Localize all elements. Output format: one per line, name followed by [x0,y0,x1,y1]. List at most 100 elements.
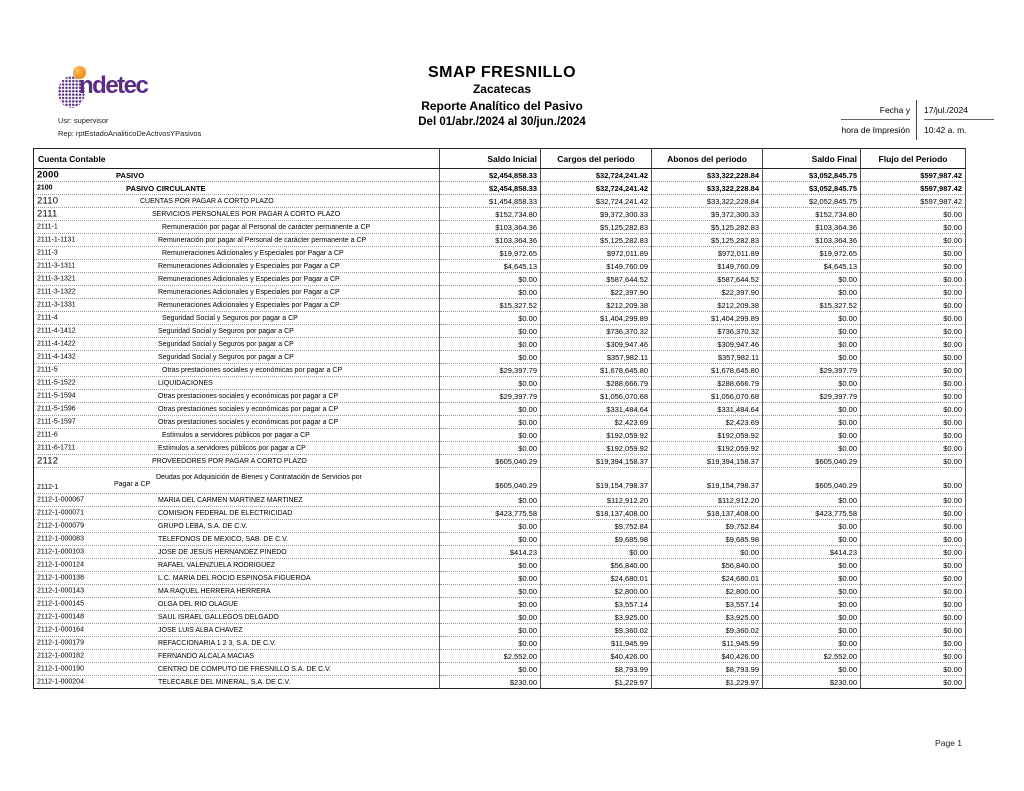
cell-account: 2111-3-1331 Remuneraciones Adicionales y … [33,298,440,312]
cell-value: $152,734.80 [762,207,861,221]
table-row: 2111-3-1311 Remuneraciones Adicionales y … [33,259,966,273]
logo-dotted-i-icon [58,76,85,108]
account-code: 2000 [37,169,59,181]
cell-value: $103,364.36 [762,220,861,234]
cell-value: $18,137,408.00 [651,506,763,520]
cell-value: $3,052,845.75 [762,168,861,182]
cell-account: 2112-1-000190 CENTRO DE COMPUTO DE FRESNI… [33,662,440,676]
account-code: 2111-5-1522 [37,379,76,387]
cell-value: $2,552.00 [439,649,541,663]
table-row: 2111-3-1331 Remuneraciones Adicionales y … [33,298,966,312]
cell-value: $0.00 [762,311,861,325]
cell-value: $103,364.36 [762,233,861,247]
account-code: 2111-4-1432 [37,353,76,361]
table-row: 2112-1-000179 REFACCIONARIA 1 2 3, S.A. D… [33,636,966,650]
table-row: 2111-1 Remuneración por pagar al Personal… [33,220,966,234]
cell-value: $0.00 [762,610,861,624]
cell-value: $357,982.11 [651,350,763,364]
account-code: 2111-4 [37,314,58,322]
account-name: RAFAEL VALENZUELA RODRIGUEZ [158,561,276,569]
account-name: CENTRO DE COMPUTO DE FRESNILLO S.A. DE C… [158,665,332,673]
cell-value: $9,752.84 [540,519,652,533]
cell-value: $736,370.32 [651,324,763,338]
print-info-labels: Fecha y hora de Impresión [841,100,916,140]
cell-value: $5,125,282.83 [540,233,652,247]
account-code: 2111-3-1311 [37,262,76,270]
cell-account: 2111-1-1131 Remuneración por pagar al Per… [33,233,440,247]
account-code: 2111-3-1321 [37,275,76,283]
print-date-label: Fecha y [841,100,910,120]
cell-value: $0.00 [860,298,966,312]
cell-account: 2110 CUENTAS POR PAGAR A CORTO PLAZO [33,194,440,208]
cell-value: $587,644.52 [540,272,652,286]
cell-value: $0.00 [439,597,541,611]
cell-value: $0.00 [439,662,541,676]
account-name: Seguridad Social y Seguros por pagar a C… [158,340,294,348]
cell-value: $331,484.64 [540,402,652,416]
cell-value: $192,059.92 [651,428,763,442]
cell-value: $1,454,858.33 [439,194,541,208]
cell-value: $0.00 [860,636,966,650]
account-code: 2112-1-000079 [37,522,84,530]
cell-value: $0.00 [439,402,541,416]
cell-value: $0.00 [860,376,966,390]
account-name: COMISION FEDERAL DE ELECTRICIDAD [158,509,293,517]
col-saldo-inicial: Saldo Inicial [439,148,541,169]
cell-value: $112,912.20 [651,493,763,507]
cell-value: $112,912.20 [540,493,652,507]
account-code: 2112-1-000138 [37,574,84,582]
cell-account: 2112-1-000103 JOSE DE JESUS HERNANDEZ PIN… [33,545,440,559]
cell-value: $0.00 [860,441,966,455]
account-name: JOSE DE JESUS HERNANDEZ PINEDO [158,548,287,556]
cell-value: $0.00 [860,363,966,377]
table-row: 2112-1-000138 L.C. MARIA DEL ROCIO ESPINO… [33,571,966,585]
cell-value: $11,945.99 [540,636,652,650]
cell-value: $0.00 [439,558,541,572]
cell-account: 2111-5-1597 Otras prestaciones sociales y… [33,415,440,429]
cell-value: $9,685.98 [651,532,763,546]
cell-value: $0.00 [439,532,541,546]
table-row: 2111-6 Estímulos a servidores públicos po… [33,428,966,442]
cell-account: 2112-1-000204 TELECABLE DEL MINERAL, S.A.… [33,675,440,689]
account-code: 2112 [37,455,59,467]
account-name: Remuneraciones Adicionales y Especiales … [158,288,340,296]
table-row: 2111-3-1321 Remuneraciones Adicionales y … [33,272,966,286]
report-id-line: Rep: rptEstadoAnaliticoDeActivosYPasivos [58,129,202,138]
account-code: 2111-4-1422 [37,340,76,348]
cell-value: $3,557.14 [540,597,652,611]
print-info: Fecha y hora de Impresión 17/jul./2024 1… [841,100,994,140]
cell-value: $309,947.46 [651,337,763,351]
table-row: 2111 SERVICIOS PERSONALES POR PAGAR A COR… [33,207,966,221]
table-row: 2112 PROVEEDORES POR PAGAR A CORTO PLAZO $… [33,454,966,468]
report-meta: Usr: supervisor Rep: rptEstadoAnaliticoD… [58,114,201,140]
col-flujo-periodo: Flujo del Periodo [860,148,966,169]
cell-value: $0.00 [762,285,861,299]
col-abonos-periodo: Abonos del periodo [651,148,763,169]
cell-value: $0.00 [439,623,541,637]
col-saldo-final: Saldo Final [762,148,861,169]
cell-value: $0.00 [860,493,966,507]
account-name: SERVICIOS PERSONALES POR PAGAR A CORTO P… [152,210,341,218]
cell-account: 2111-4 Seguridad Social y Seguros por pag… [33,311,440,325]
cell-value: $0.00 [762,532,861,546]
cell-value: $152,734.80 [439,207,541,221]
cell-value: $288,666.79 [540,376,652,390]
account-name: Otras prestaciones sociales y económicas… [162,366,343,374]
account-name: CUENTAS POR PAGAR A CORTO PLAZO [140,197,274,205]
cell-value: $2,800.00 [540,584,652,598]
cell-value: $0.00 [860,519,966,533]
cell-value: $103,364.36 [439,220,541,234]
cell-value: $597,987.42 [860,168,966,182]
table-header: Cuenta Contable Saldo Inicial Cargos del… [33,148,966,169]
cell-value: $0.00 [860,558,966,572]
cell-value: $0.00 [860,285,966,299]
account-name: MARIA DEL CARMEN MARTINEZ MARTINEZ [158,496,303,504]
table-row: 2111-5-1597 Otras prestaciones sociales y… [33,415,966,429]
cell-value: $4,645.13 [439,259,541,273]
account-name-line2: Pagar a CP [114,480,151,488]
cell-value: $0.00 [439,441,541,455]
cell-value: $19,154,798.37 [651,467,763,494]
cell-value: $29,397.79 [762,363,861,377]
account-code: 2111-5-1594 [37,392,76,400]
account-code: 2112-1-000067 [37,496,84,504]
